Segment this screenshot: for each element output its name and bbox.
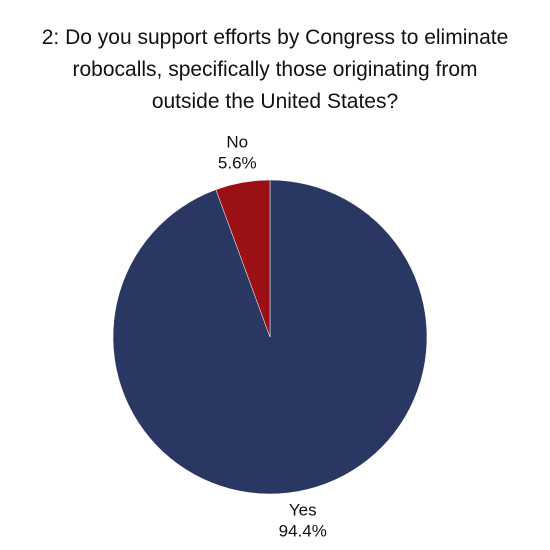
slice-value-label: 5.6% (218, 153, 257, 172)
slice-label: No (226, 132, 248, 151)
pie-slice (215, 179, 271, 338)
slice-label: Yes (289, 501, 317, 520)
slice-value-label: 94.4% (279, 522, 327, 541)
chart-title: 2: Do you support efforts by Congress to… (41, 26, 509, 113)
